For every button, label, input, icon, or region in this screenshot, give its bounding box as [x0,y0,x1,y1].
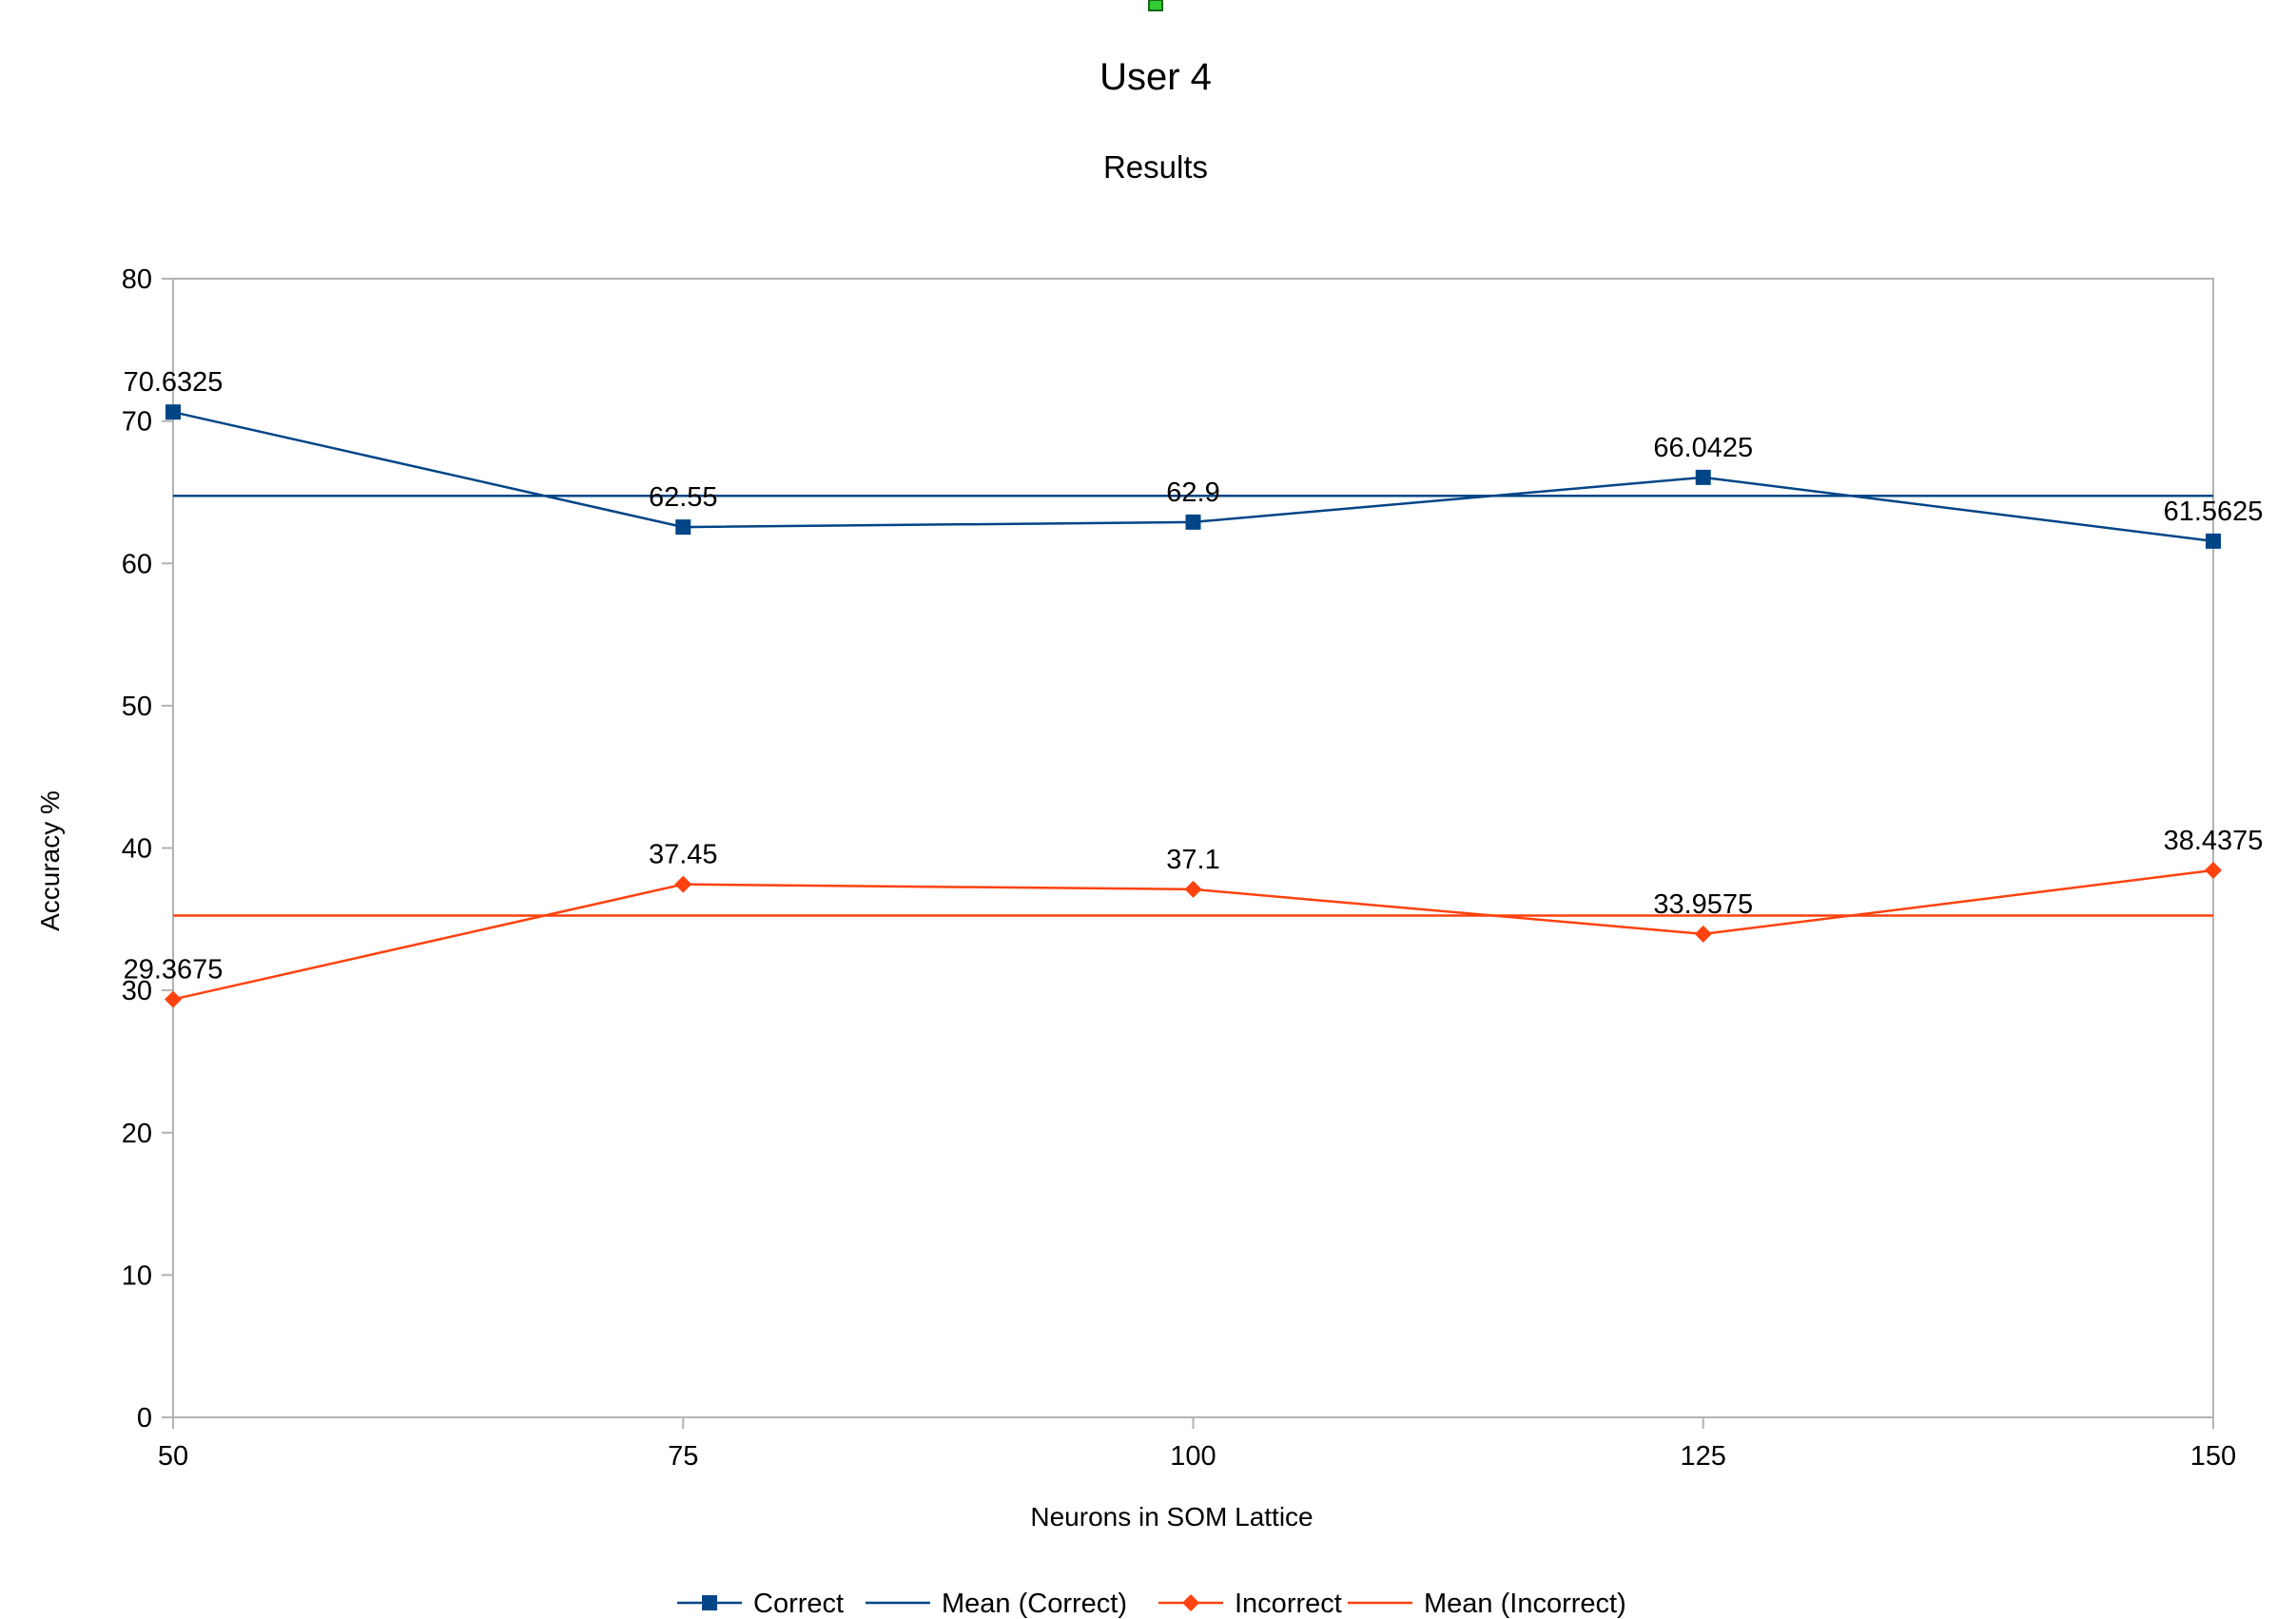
x-tick-label: 50 [158,1441,188,1472]
data-label: 70.6325 [124,367,224,398]
y-tick-label: 10 [122,1260,152,1291]
y-tick-label: 70 [122,407,152,438]
data-label: 38.4375 [2164,826,2264,856]
data-point-square [702,1595,717,1610]
data-point-square [1695,469,1711,485]
data-point-square [2206,533,2221,549]
data-point-diamond [674,875,692,893]
data-point-diamond [1182,1594,1199,1611]
selection-handle[interactable] [1148,0,1163,11]
chart-title: User 4 [1099,56,1212,98]
data-label: 66.0425 [1653,433,1753,463]
y-tick-label: 60 [122,549,152,579]
y-tick-label: 0 [137,1403,152,1434]
data-point-diamond [1184,880,1202,898]
y-tick-label: 20 [122,1119,152,1149]
data-point-square [675,519,691,536]
data-label: 37.45 [649,840,718,870]
x-tick-label: 75 [668,1441,698,1472]
data-point-diamond [1694,925,1712,943]
x-tick-label: 125 [1681,1441,1726,1472]
data-label: 62.55 [649,482,718,513]
y-tick-label: 40 [122,834,152,865]
data-point-square [1185,514,1201,530]
legend: Correct Mean (Correct) Incorrect Mean (Inco… [677,1589,1626,1619]
legend-label: Incorrect [1235,1589,1342,1619]
x-axis: 50 75 100 125 150 [158,1417,2236,1472]
data-label: 33.9575 [1653,889,1753,920]
series-layer: 70.6325 62.55 62.9 66.0425 61.5625 29.3675 37.… [124,367,2264,1008]
legend-item: Mean (Correct) [866,1589,1127,1619]
data-label: 29.3675 [124,955,224,985]
y-axis-label: Accuracy % [35,790,65,931]
legend-item: Incorrect [1158,1589,1342,1619]
data-point-diamond [165,990,182,1008]
x-axis-label: Neurons in SOM Lattice [1030,1502,1313,1531]
legend-item: Mean (Incorrect) [1348,1589,1626,1619]
legend-label: Mean (Correct) [942,1589,1127,1619]
series-incorrect: 29.3675 37.45 37.1 33.9575 38.4375 [124,826,2264,1008]
legend-item: Correct [677,1589,844,1619]
x-tick-label: 100 [1170,1441,1216,1472]
y-tick-label: 80 [122,264,152,295]
data-label: 61.5625 [2164,497,2264,527]
legend-label: Correct [753,1589,844,1619]
y-axis: 0 10 20 30 40 50 60 70 80 [122,264,173,1434]
data-label: 62.9 [1166,478,1219,508]
series-correct: 70.6325 62.55 62.9 66.0425 61.5625 [124,367,2264,549]
legend-label: Mean (Incorrect) [1424,1589,1626,1619]
y-tick-label: 30 [122,976,152,1006]
y-tick-label: 50 [122,692,152,722]
chart-subtitle: Results [1103,149,1208,185]
x-tick-label: 150 [2190,1441,2236,1472]
mean-lines [173,494,2213,917]
data-point-diamond [2205,861,2222,879]
data-label: 37.1 [1166,845,1219,875]
data-point-square [165,404,181,420]
